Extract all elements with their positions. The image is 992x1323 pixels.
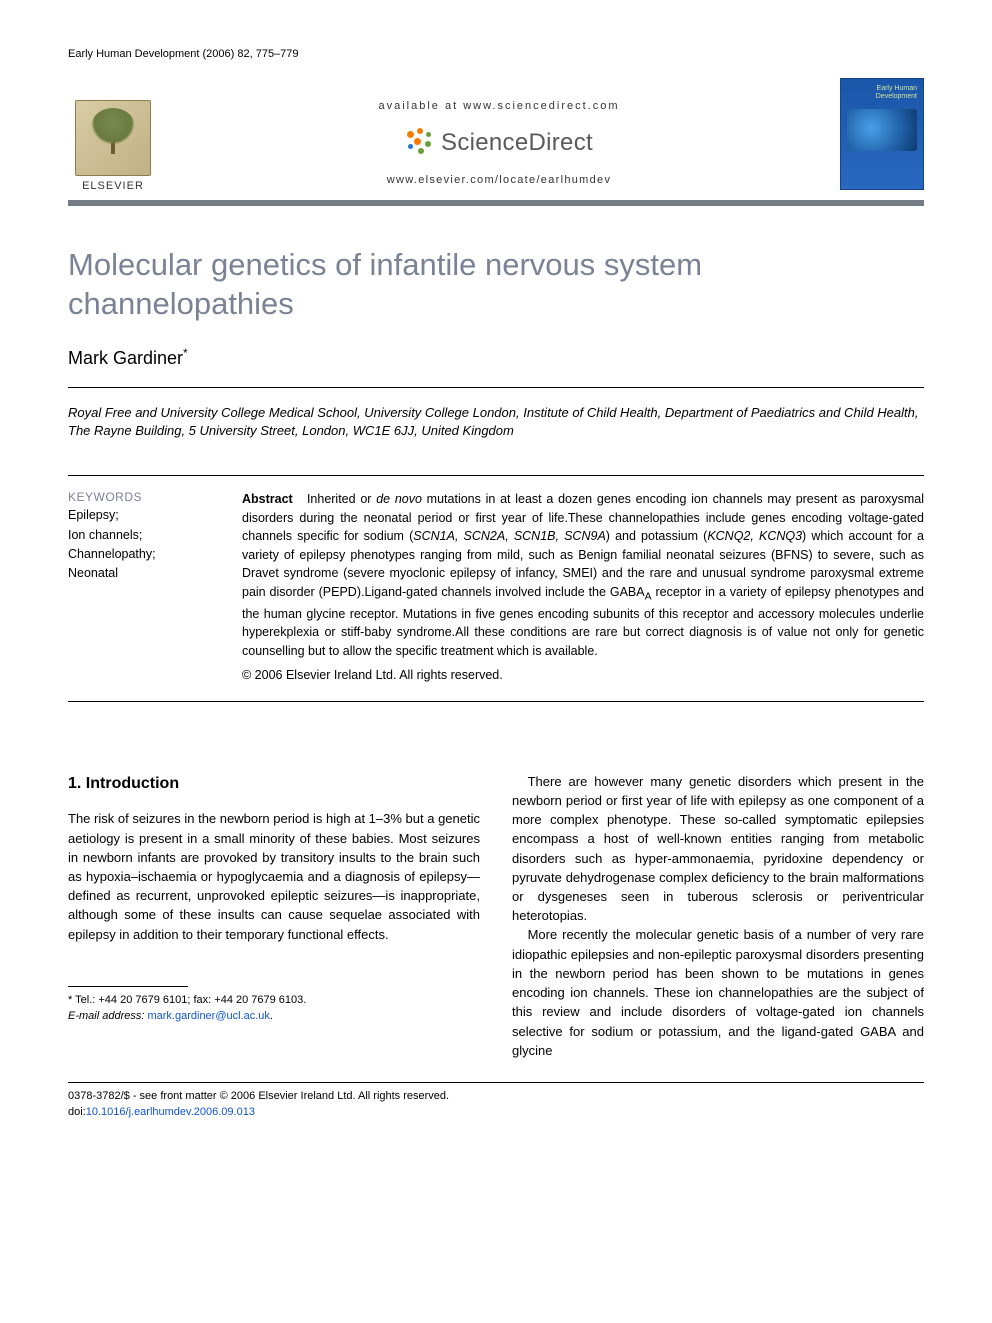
footer-copyright-line: 0378-3782/$ - see front matter © 2006 El… — [68, 1089, 924, 1104]
body-column-right: There are however many genetic disorders… — [512, 772, 924, 1061]
corresponding-mark: * — [183, 346, 188, 360]
sciencedirect-logo: ScienceDirect — [405, 128, 593, 158]
body-paragraph: More recently the molecular genetic basi… — [512, 925, 924, 1060]
keywords-heading: KEYWORDS — [68, 490, 218, 504]
elsevier-logo: ELSEVIER — [68, 100, 158, 200]
running-header: Early Human Development (2006) 82, 775–7… — [68, 48, 924, 60]
footnote-rule — [68, 986, 188, 987]
author-rule — [68, 387, 924, 388]
masthead-center: available at www.sciencedirect.com Scien… — [176, 100, 822, 200]
footnote-tel: * Tel.: +44 20 7679 6101; fax: +44 20 76… — [68, 993, 480, 1009]
sciencedirect-wordmark: ScienceDirect — [441, 129, 593, 157]
keyword-item: Ion channels; — [68, 526, 218, 545]
masthead: ELSEVIER available at www.sciencedirect.… — [68, 78, 924, 206]
body-column-left: 1. Introduction The risk of seizures in … — [68, 772, 480, 1061]
journal-cover-thumbnail: Early Human Development — [840, 78, 924, 190]
journal-url[interactable]: www.elsevier.com/locate/earlhumdev — [176, 174, 822, 186]
doi-link[interactable]: 10.1016/j.earlhumdev.2006.09.013 — [86, 1106, 255, 1118]
abstract-copyright: © 2006 Elsevier Ireland Ltd. All rights … — [242, 666, 924, 685]
article-title: Molecular genetics of infantile nervous … — [68, 246, 924, 324]
keyword-item: Epilepsy; — [68, 506, 218, 525]
footer-rule — [68, 1082, 924, 1083]
keywords-column: KEYWORDS Epilepsy; Ion channels; Channel… — [68, 490, 218, 684]
body-columns: 1. Introduction The risk of seizures in … — [68, 772, 924, 1061]
author-name: Mark Gardiner* — [68, 346, 924, 369]
publisher-name: ELSEVIER — [82, 180, 144, 192]
footnote-email-link[interactable]: mark.gardiner@ucl.ac.uk — [147, 1010, 269, 1022]
author-affiliation: Royal Free and University College Medica… — [68, 404, 924, 442]
article-page: Early Human Development (2006) 82, 775–7… — [0, 0, 992, 1160]
available-at-line: available at www.sciencedirect.com — [176, 100, 822, 112]
footer-meta: 0378-3782/$ - see front matter © 2006 El… — [68, 1089, 924, 1120]
section-heading: 1. Introduction — [68, 772, 480, 796]
abstract-label: Abstract — [242, 492, 293, 506]
journal-cover-image-icon — [847, 109, 917, 151]
keywords-list: Epilepsy; Ion channels; Channelopathy; N… — [68, 506, 218, 584]
abstract-text: Inherited or de novo mutations in at lea… — [242, 492, 924, 657]
keyword-item: Channelopathy; — [68, 545, 218, 564]
footnote-email-label: E-mail address: — [68, 1010, 144, 1022]
elsevier-tree-icon — [75, 100, 151, 176]
sciencedirect-dots-icon — [405, 128, 435, 158]
corresponding-footnote: * Tel.: +44 20 7679 6101; fax: +44 20 76… — [68, 993, 480, 1025]
body-paragraph: There are however many genetic disorders… — [512, 772, 924, 926]
abstract-column: Abstract Inherited or de novo mutations … — [242, 490, 924, 684]
keyword-item: Neonatal — [68, 564, 218, 583]
abstract-block: KEYWORDS Epilepsy; Ion channels; Channel… — [68, 475, 924, 701]
body-paragraph: The risk of seizures in the newborn peri… — [68, 809, 480, 944]
journal-cover-title: Early Human Development — [841, 85, 917, 100]
doi-label: doi: — [68, 1106, 86, 1118]
